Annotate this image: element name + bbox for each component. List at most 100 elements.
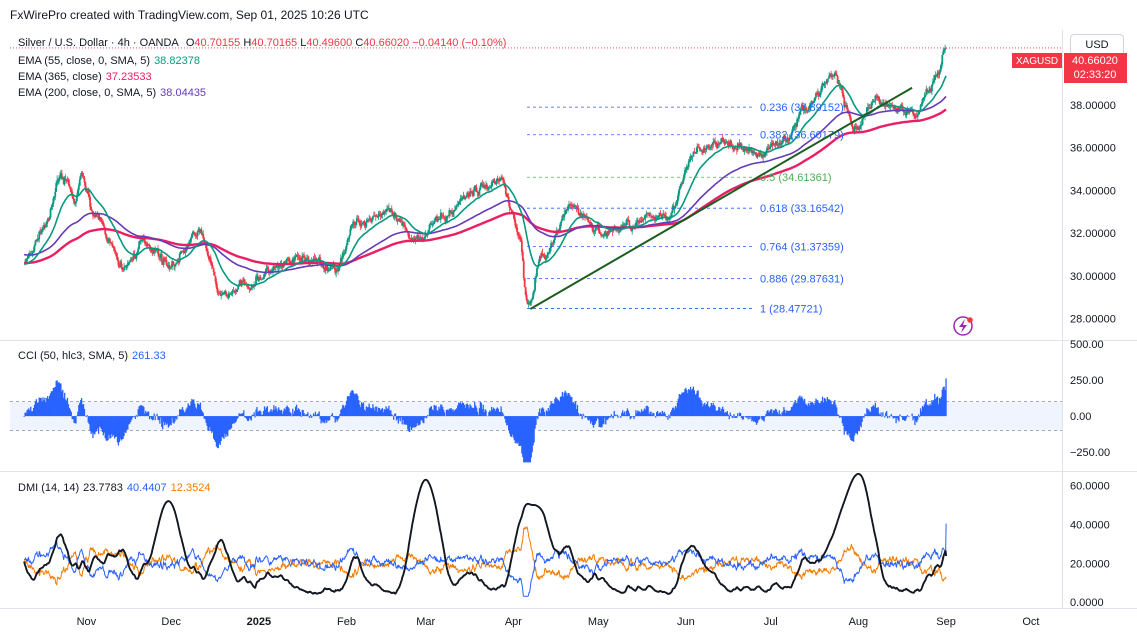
candle-body [160, 253, 163, 263]
candle-body [635, 222, 637, 227]
time-tick-label: Jun [677, 616, 695, 628]
candle-body [320, 262, 322, 265]
candle-body [459, 198, 462, 202]
candle-body [469, 191, 471, 197]
candle-body [741, 149, 744, 150]
candle-body [680, 183, 683, 187]
candle-body [348, 235, 351, 239]
legend-ema55[interactable]: EMA (55, close, 0, SMA, 5) 38.82378 [18, 55, 204, 67]
candle-body [110, 243, 113, 245]
legend-ema200[interactable]: EMA (200, close, 0, SMA, 5) 38.04435 [18, 87, 210, 99]
candle-body [622, 224, 625, 226]
candle-body [445, 218, 448, 223]
candle-body [428, 224, 431, 230]
candle-body [323, 266, 325, 270]
currency-button[interactable]: USD [1070, 34, 1124, 56]
candle-body [518, 235, 520, 237]
candle-body [167, 265, 170, 267]
candle-body [170, 266, 173, 268]
candle-body [734, 148, 737, 149]
candle-body [222, 293, 224, 295]
fib-level-label: 0.236 (37.89152) [760, 102, 844, 114]
candle-body [769, 144, 772, 148]
candle-body [281, 266, 284, 268]
candle-body [372, 216, 374, 220]
candle-body [447, 215, 450, 217]
last-price-text: 40.66020 [1072, 55, 1118, 67]
candle-body [310, 260, 313, 262]
candle-body [655, 217, 658, 220]
candle-body [561, 215, 564, 221]
candle-body [421, 237, 424, 240]
candle-body [311, 261, 314, 263]
candle-body [822, 83, 825, 85]
legend-ema365[interactable]: EMA (365, close) 37.23533 [18, 71, 156, 83]
candle-body [169, 266, 172, 269]
candle-body [338, 266, 340, 271]
ema200-line [23, 95, 947, 274]
candle-body [273, 266, 275, 270]
candle-body [407, 232, 410, 238]
candle-body [109, 238, 111, 243]
candle-body [941, 54, 944, 65]
candle-body [816, 92, 819, 95]
candle-body [640, 220, 643, 223]
candle-body [77, 185, 80, 191]
candle-body [106, 238, 108, 242]
candle-body [588, 222, 591, 224]
candle-body [559, 222, 562, 229]
candle-body [125, 265, 127, 267]
candle-body [893, 106, 896, 109]
price-pane[interactable]: 0.236 (37.89152) 0.382 (36.60179) 0.5 (34.… [10, 44, 1062, 316]
lightning-icon[interactable] [953, 316, 973, 336]
countdown-text: 02:33:20 [1074, 69, 1117, 81]
candle-body [326, 270, 329, 271]
candle-body [60, 173, 63, 179]
ema55-line [23, 75, 947, 287]
candle-body [96, 213, 99, 215]
candle-body [329, 266, 332, 271]
candle-body [511, 211, 514, 213]
candle-body [234, 290, 237, 293]
cci-legend[interactable]: CCI (50, hlc3, SMA, 5) 261.33 [18, 350, 170, 362]
candle-body [28, 253, 31, 255]
dmi-legend[interactable]: DMI (14, 14) 23.7783 40.4407 12.3524 [18, 482, 214, 494]
candle-body [486, 184, 488, 189]
candle-body [712, 142, 715, 145]
ema365-value: 37.23533 [105, 71, 152, 83]
candle-body [945, 47, 947, 49]
candle-body [317, 258, 320, 261]
candle-body [62, 177, 65, 185]
candle-body [82, 175, 85, 179]
candle-body [437, 219, 439, 222]
candle-body [100, 218, 103, 221]
candle-body [539, 256, 542, 258]
cci-pane[interactable] [10, 378, 1062, 463]
candle-body [898, 108, 901, 110]
candle-body [825, 82, 828, 84]
candle-body [393, 212, 396, 218]
candle-body [248, 288, 251, 290]
candle-body [227, 293, 230, 298]
candle-body [816, 92, 818, 95]
candle-body [239, 280, 241, 285]
candle-body [427, 229, 430, 234]
candle-body [365, 221, 368, 227]
candle-body [545, 257, 548, 260]
candle-body [789, 136, 792, 139]
candle-body [627, 219, 630, 221]
candle-body [818, 95, 821, 97]
candle-body [290, 263, 292, 266]
candle-body [536, 268, 538, 277]
cci-band [10, 401, 1062, 431]
candle-body [677, 193, 680, 200]
candle-body [300, 259, 303, 262]
candle-body [87, 190, 90, 194]
candle-body [770, 142, 773, 145]
candle-body [579, 212, 582, 216]
symbol-title[interactable]: Silver / U.S. Dollar · 4h · OANDA [18, 37, 179, 49]
price-tick-label: 34.00000 [1070, 185, 1116, 197]
candle-body [360, 223, 363, 227]
candle-body [309, 260, 312, 264]
candle-body [611, 230, 614, 232]
